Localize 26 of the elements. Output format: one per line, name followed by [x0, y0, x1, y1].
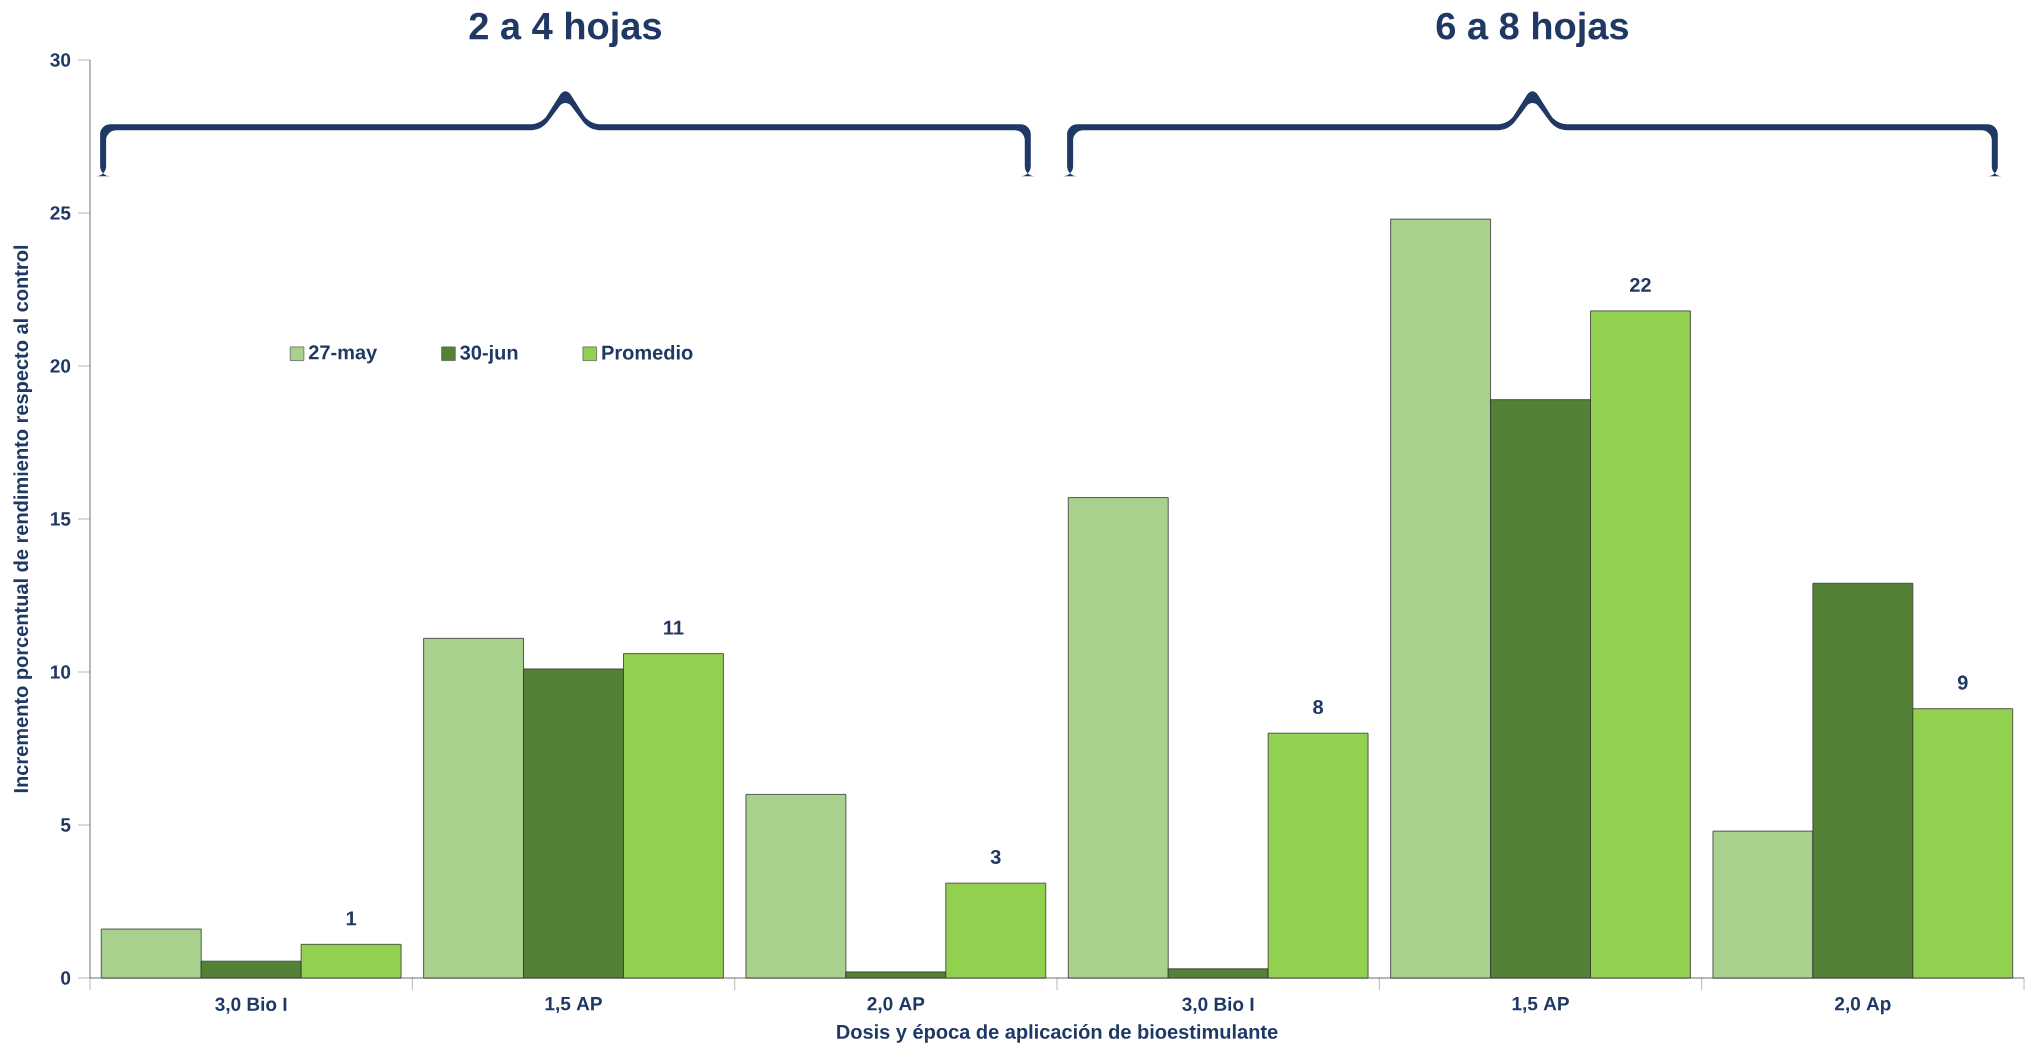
y-tick-label: 0 — [61, 971, 71, 985]
y-tick-label: 20 — [50, 359, 71, 373]
y-axis-title: Incremento porcentual de rendimiento respecto al control — [13, 245, 33, 793]
y-tick-label: 25 — [50, 206, 71, 220]
data-label: 3 — [990, 849, 1001, 865]
y-tick-label: 10 — [50, 665, 71, 679]
x-tick-label: 1,5 AP — [545, 997, 602, 1014]
data-label: 9 — [1957, 675, 1968, 690]
x-tick-label: 2,0 Ap — [1835, 997, 1891, 1015]
data-label: 1 — [346, 911, 357, 926]
x-axis-title: Dosis y época de aplicación de bioestimulante — [837, 1024, 1278, 1043]
data-label: 8 — [1313, 699, 1324, 715]
legend-label: 30-jun — [460, 345, 518, 364]
x-tick-label: 1,5 AP — [1512, 997, 1569, 1014]
x-tick-label: 3,0 Bio I — [215, 997, 287, 1014]
x-tick-label: 3,0 Bio I — [1182, 997, 1254, 1014]
text: 2 a 4 hojas — [469, 11, 662, 48]
x-tick-label: 2,0 AP — [867, 997, 925, 1014]
text: 6 a 8 hojas — [1436, 11, 1629, 48]
y-tick-label: 30 — [50, 53, 71, 67]
y-tick-label: 5 — [60, 818, 71, 832]
y-tick-label: 15 — [50, 512, 71, 526]
data-label: 11 — [664, 620, 684, 635]
legend-label: Promedio — [602, 345, 693, 360]
legend-label: 27-may — [308, 345, 378, 364]
data-label: 22 — [1630, 277, 1651, 292]
